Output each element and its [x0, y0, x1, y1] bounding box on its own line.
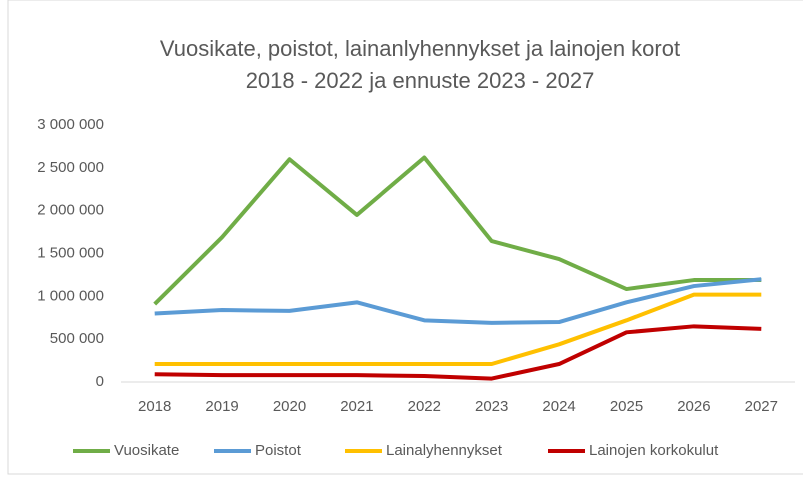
x-tick-label: 2025 [610, 398, 643, 415]
line-series [154, 277, 762, 325]
y-tick-label: 1 500 000 [37, 244, 104, 261]
x-tick-label: 2024 [542, 398, 575, 415]
legend-label: Lainalyhennykset [386, 442, 503, 459]
x-tick-label: 2020 [273, 398, 306, 415]
x-tick-label: 2026 [677, 398, 710, 415]
y-tick-label: 2 500 000 [37, 159, 104, 176]
chart-title: 2018 - 2022 ja ennuste 2023 - 2027 [246, 68, 595, 93]
x-tick-label: 2023 [475, 398, 508, 415]
x-tick-label: 2019 [205, 398, 238, 415]
chart-title: Vuosikate, poistot, lainanlyhennykset ja… [160, 36, 680, 61]
legend-label: Lainojen korkokulut [589, 442, 719, 459]
line-series [154, 292, 762, 367]
legend-label: Vuosikate [114, 442, 179, 459]
x-tick-label: 2018 [138, 398, 171, 415]
y-tick-label: 1 000 000 [37, 287, 104, 304]
x-tick-label: 2021 [340, 398, 373, 415]
chart-border [7, 0, 803, 475]
y-tick-label: 500 000 [50, 330, 104, 347]
y-tick-label: 3 000 000 [37, 116, 104, 133]
legend-label: Poistot [255, 442, 302, 459]
x-tick-label: 2022 [408, 398, 441, 415]
x-tick-label: 2027 [745, 398, 778, 415]
y-tick-label: 2 000 000 [37, 202, 104, 219]
line-series [153, 155, 762, 306]
y-tick-label: 0 [96, 373, 104, 390]
line-series [154, 324, 762, 381]
